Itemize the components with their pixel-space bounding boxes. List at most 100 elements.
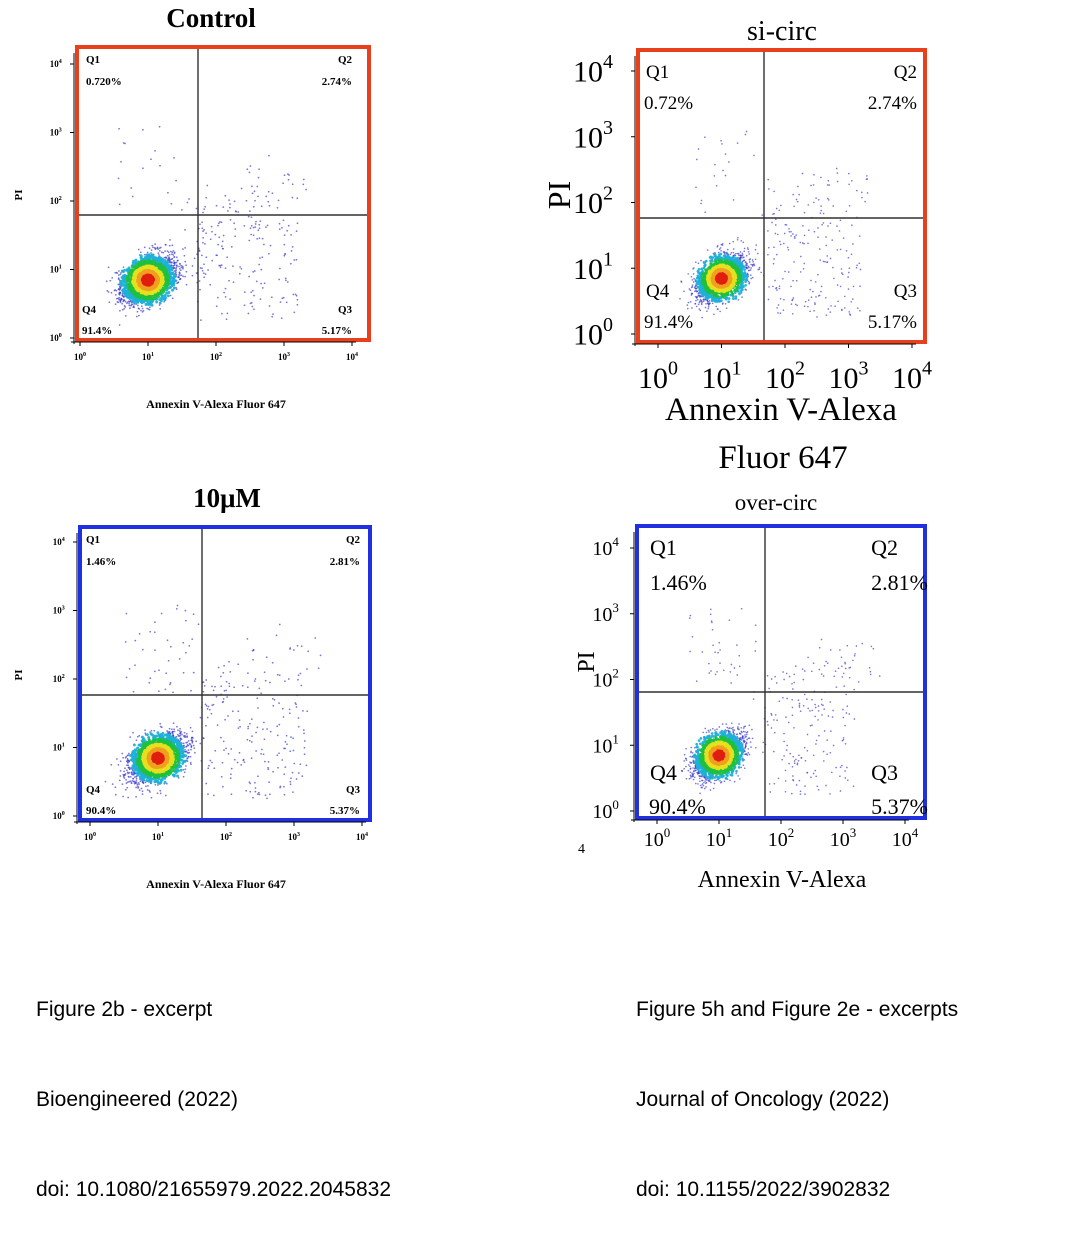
event-point — [221, 313, 223, 315]
event-point — [792, 313, 794, 315]
event-point — [154, 243, 156, 245]
event-point — [814, 302, 816, 304]
event-point — [262, 238, 264, 240]
event-point — [704, 136, 706, 138]
event-point — [757, 269, 759, 271]
event-point — [259, 227, 261, 229]
event-point — [832, 267, 834, 269]
event-point — [802, 242, 804, 244]
event-point — [705, 307, 707, 309]
event-point — [244, 291, 246, 293]
event-point — [296, 259, 298, 261]
event-point — [173, 260, 175, 262]
x-tick-label: 104 — [346, 352, 358, 362]
event-point — [848, 288, 850, 290]
event-point — [727, 300, 730, 303]
event-point — [159, 247, 161, 249]
event-point — [239, 266, 241, 268]
event-point — [852, 243, 854, 245]
event-point — [251, 185, 253, 187]
event-point — [852, 298, 854, 300]
event-point — [234, 228, 236, 230]
event-point — [775, 224, 777, 226]
event-point — [296, 197, 298, 199]
event-point — [167, 250, 169, 252]
event-point — [755, 249, 757, 251]
event-point — [759, 267, 761, 269]
plot-frame — [77, 47, 369, 340]
event-point — [254, 200, 256, 202]
event-point — [720, 299, 723, 302]
event-point — [716, 185, 718, 187]
event-point — [261, 256, 263, 258]
event-point — [827, 198, 829, 200]
event-point — [795, 234, 797, 236]
event-point — [218, 265, 220, 267]
event-point — [179, 272, 181, 274]
event-point — [820, 210, 822, 212]
event-point — [683, 290, 685, 292]
event-point — [797, 186, 799, 188]
event-point — [272, 313, 274, 315]
event-point — [776, 208, 778, 210]
event-point — [698, 148, 700, 150]
event-point — [123, 266, 125, 268]
event-point — [111, 277, 113, 279]
event-point — [281, 227, 283, 229]
event-point — [177, 260, 179, 262]
event-point — [228, 199, 230, 201]
event-point — [818, 199, 820, 201]
event-point — [779, 288, 781, 290]
event-point — [827, 308, 829, 310]
event-point — [841, 309, 843, 311]
event-point — [130, 300, 132, 302]
event-point — [229, 207, 231, 209]
event-point — [720, 250, 722, 252]
event-point — [305, 189, 307, 191]
event-point — [784, 233, 786, 235]
event-point — [791, 303, 793, 305]
event-point — [741, 296, 743, 298]
event-point — [216, 305, 218, 307]
event-point — [807, 306, 809, 308]
event-point — [164, 257, 166, 259]
event-point — [253, 295, 255, 297]
event-point — [260, 269, 262, 271]
y-tick-label: 104 — [50, 59, 62, 69]
event-point — [225, 267, 227, 269]
event-point — [782, 278, 784, 280]
event-point — [776, 307, 778, 309]
event-point — [138, 307, 140, 309]
event-point — [293, 294, 295, 296]
event-point — [752, 277, 754, 279]
event-point — [800, 271, 802, 273]
event-point — [152, 247, 154, 249]
event-point — [284, 174, 286, 176]
event-point — [258, 224, 260, 226]
event-point — [752, 261, 754, 263]
event-point — [271, 316, 273, 318]
event-point — [708, 306, 710, 308]
event-point — [837, 181, 839, 183]
event-point — [285, 278, 287, 280]
event-point — [253, 308, 255, 310]
event-point — [866, 175, 868, 177]
event-point — [184, 229, 186, 231]
event-point — [218, 222, 220, 224]
event-point — [260, 283, 262, 285]
event-point — [167, 192, 169, 194]
event-point — [702, 270, 705, 273]
event-point — [223, 235, 225, 237]
event-point — [846, 250, 848, 252]
event-point — [813, 184, 815, 186]
event-point — [119, 310, 121, 312]
event-point — [722, 244, 724, 246]
event-point — [738, 293, 741, 296]
event-point — [748, 281, 750, 283]
event-point — [848, 311, 850, 313]
event-point — [746, 268, 748, 270]
event-point — [757, 253, 759, 255]
event-point — [817, 227, 819, 229]
event-point — [221, 245, 223, 247]
